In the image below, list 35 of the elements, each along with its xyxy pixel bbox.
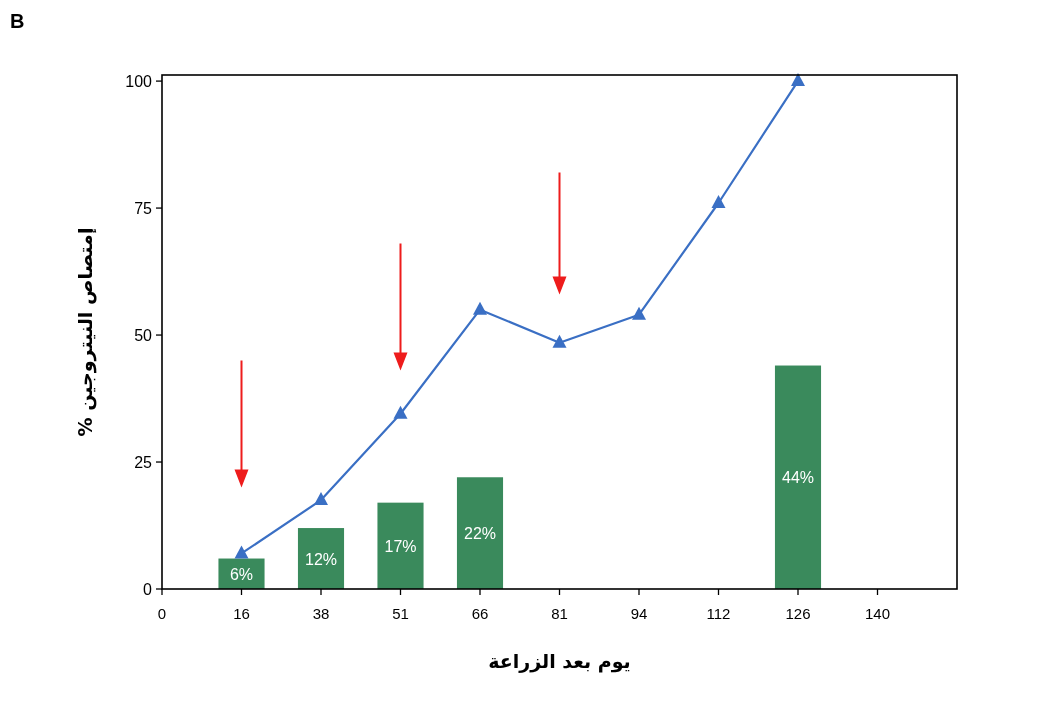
y-tick-label: 50	[134, 327, 153, 345]
data-label: 12%	[304, 550, 338, 568]
x-tick-label: 0	[157, 605, 167, 622]
x-tick-label: 81	[551, 605, 568, 622]
point	[393, 405, 408, 419]
chart-title: B	[10, 10, 25, 32]
bar	[377, 502, 424, 589]
y-tick-label: 25	[134, 454, 153, 472]
data-label: 17%	[384, 537, 417, 555]
x-tick-label: 16	[233, 605, 250, 622]
data-label: 22%	[463, 525, 497, 543]
x-tick-label: 140	[864, 605, 891, 622]
y-axis-title: إمتصاص النيتروجين %	[74, 227, 97, 437]
data-label: 6%	[229, 565, 254, 583]
bar	[456, 477, 504, 589]
point	[791, 73, 805, 87]
x-tick-label: 38	[312, 605, 330, 622]
point	[632, 306, 646, 320]
bar	[297, 528, 345, 589]
point	[552, 334, 567, 348]
y-tick-label: 75	[134, 200, 153, 218]
point	[234, 545, 249, 559]
x-tick-label: 51	[392, 605, 409, 622]
data-label: 44%	[781, 469, 815, 487]
y-tick-label: 0	[143, 581, 153, 598]
x-axis-title: يوم بعد الزراعة	[488, 650, 631, 673]
point	[473, 301, 487, 315]
x-tick-label: 66	[471, 605, 489, 622]
y-tick-label: 100	[125, 73, 153, 91]
x-tick-label: 94	[630, 605, 648, 622]
bar	[774, 365, 822, 589]
x-tick-label: 112	[706, 605, 731, 622]
x-tick-label: 126	[785, 605, 811, 622]
point	[314, 492, 328, 506]
point	[711, 194, 726, 208]
